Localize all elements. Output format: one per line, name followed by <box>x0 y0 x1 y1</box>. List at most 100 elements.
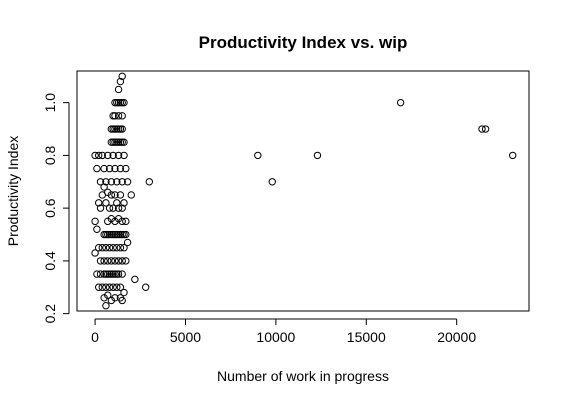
scatter-point <box>118 204 126 212</box>
scatter-point <box>118 257 126 265</box>
y-tick-label: 0.6 <box>42 198 58 218</box>
y-axis-label: Productivity Index <box>5 136 21 247</box>
scatter-point <box>105 244 114 252</box>
scatter-point <box>116 283 125 291</box>
scatter-point <box>96 178 105 186</box>
scatter-point <box>113 199 121 207</box>
x-tick-label: 5000 <box>170 329 201 345</box>
x-tick-label: 15000 <box>347 329 386 345</box>
scatter-point <box>114 85 123 94</box>
scatter-point <box>96 270 105 278</box>
scatter-point <box>109 204 117 212</box>
scatter-point <box>93 225 101 233</box>
scatter-point <box>313 151 322 160</box>
plot-frame <box>76 70 530 312</box>
scatter-point <box>127 191 135 199</box>
scatter-point <box>116 77 125 86</box>
scatter-point <box>120 199 128 207</box>
x-axis: 0 5000 10000 15000 20000 <box>91 318 476 345</box>
scatter-point <box>93 270 101 278</box>
scatter-point <box>105 204 114 212</box>
scatter-point <box>107 178 116 186</box>
scatter-point <box>478 125 486 133</box>
scatter-point <box>114 204 123 212</box>
scatter-point <box>118 217 126 226</box>
scatter-point <box>100 294 108 302</box>
scatter-point <box>109 244 117 252</box>
chart-title: Productivity Index vs. wip <box>199 33 408 52</box>
scatter-point <box>104 257 112 265</box>
scatter-point <box>111 257 119 265</box>
scatter-point <box>118 270 126 278</box>
scatter-point <box>105 283 114 291</box>
scatter-point <box>114 257 123 265</box>
scatter-point <box>111 191 119 199</box>
scatter-point <box>120 288 128 297</box>
scatter-point <box>114 270 123 278</box>
scatter-point <box>116 164 125 173</box>
scatter-point <box>98 283 107 291</box>
scatter-point <box>113 283 121 291</box>
scatter-point <box>268 178 276 186</box>
scatter-point <box>120 138 128 146</box>
scatter-point <box>254 151 262 160</box>
scatter-point <box>118 296 126 305</box>
scatter-point <box>102 244 110 252</box>
x-tick-label: 20000 <box>437 329 476 345</box>
scatter-point <box>102 178 110 186</box>
scatter-point <box>509 151 517 160</box>
scatter-point <box>95 151 103 160</box>
scatter-point <box>98 151 107 160</box>
scatter-point <box>116 244 125 252</box>
scatter-point <box>113 244 121 252</box>
scatter-point <box>102 302 110 310</box>
scatter-point <box>142 283 150 291</box>
scatter-point <box>118 178 126 186</box>
scatter-point <box>96 204 105 212</box>
scatter-point <box>95 199 103 207</box>
scatter-point <box>123 178 132 186</box>
scatter-point <box>145 178 154 186</box>
scatter-point <box>122 257 130 265</box>
scatter-point <box>122 164 130 173</box>
scatter-point <box>111 112 119 120</box>
scatter-point <box>96 257 105 265</box>
y-tick-label: 1.0 <box>42 93 58 113</box>
scatter-point <box>105 164 114 173</box>
scatter-point <box>122 217 130 226</box>
scatter-point <box>113 178 121 186</box>
scatter-point <box>104 151 112 160</box>
scatter-point <box>93 164 101 173</box>
scatter-point <box>118 125 126 133</box>
scatter-point <box>118 112 126 120</box>
y-tick-label: 0.4 <box>42 251 58 271</box>
scatter-point <box>114 151 123 160</box>
y-axis: 0.2 0.4 0.6 0.8 1.0 <box>42 93 70 323</box>
scatter-point <box>122 230 130 239</box>
scatter-point <box>131 275 139 284</box>
scatter-point <box>116 191 125 199</box>
scatter-point <box>100 257 108 265</box>
scatter-point <box>123 238 132 247</box>
x-tick-label: 0 <box>91 329 99 345</box>
scatter-point <box>102 199 110 207</box>
points-layer <box>91 72 517 310</box>
scatter-point <box>100 164 108 173</box>
scatter-point <box>118 72 126 80</box>
scatter-point <box>114 112 123 120</box>
scatter-point <box>91 151 99 160</box>
x-tick-label: 10000 <box>256 329 295 345</box>
scatter-point <box>107 257 116 265</box>
scatter-point <box>95 283 103 291</box>
scatter-point <box>102 283 110 291</box>
scatter-point <box>98 244 107 252</box>
scatter-point <box>109 283 117 291</box>
scatter-point <box>111 294 119 302</box>
x-axis-label: Number of work in progress <box>217 368 389 384</box>
scatter-point <box>111 164 119 173</box>
scatter-point <box>91 217 99 226</box>
scatter-point <box>100 183 108 191</box>
scatter-point <box>107 191 116 199</box>
scatter-point <box>120 151 128 160</box>
